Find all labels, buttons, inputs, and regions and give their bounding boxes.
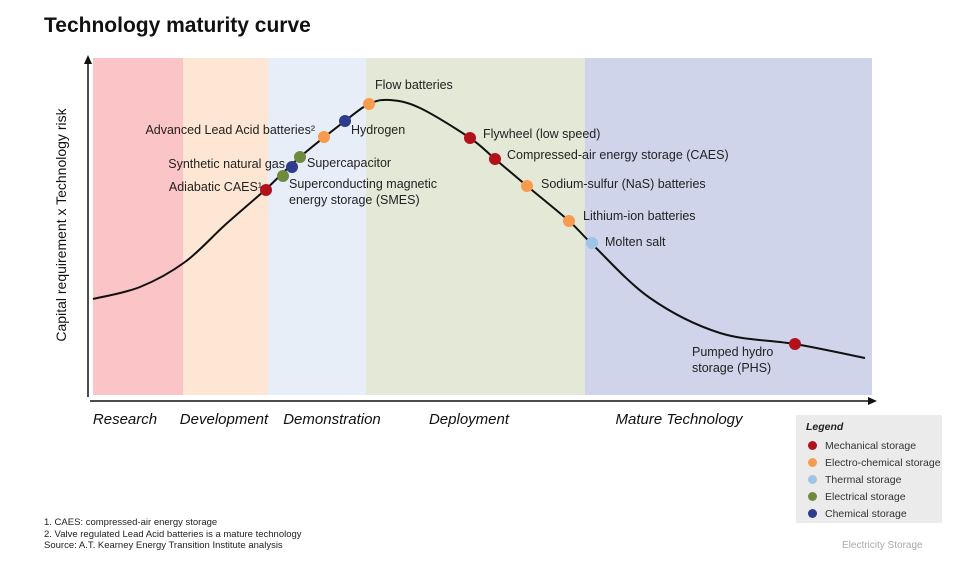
legend-item: Electrical storage — [796, 488, 942, 505]
stage-band-3 — [366, 58, 585, 395]
tech-label-line2: storage (PHS) — [692, 361, 771, 375]
legend-title: Legend — [806, 421, 844, 433]
tech-label: Flow batteries — [375, 78, 453, 92]
legend-label: Electro-chemical storage — [825, 456, 941, 469]
maturity-curve — [92, 98, 866, 359]
tech-label: Pumped hydro — [692, 345, 773, 359]
tech-dot-electrochemical — [363, 98, 375, 110]
stage-label: Development — [180, 411, 269, 428]
legend: Legend Mechanical storage Electro-chemica… — [796, 415, 942, 523]
stage-label: Mature Technology — [615, 411, 744, 428]
tech-dot-electrochemical — [318, 131, 330, 143]
x-axis-arrow-icon — [868, 397, 877, 405]
tech-label: Advanced Lead Acid batteries² — [145, 123, 315, 137]
legend-dot-icon — [808, 441, 817, 450]
legend-label: Chemical storage — [825, 507, 907, 520]
tech-dot-electrical — [277, 170, 289, 182]
tech-dot-thermal — [586, 237, 598, 249]
legend-label: Electrical storage — [825, 490, 906, 503]
tech-label: Synthetic natural gas — [168, 157, 285, 171]
tech-label: Molten salt — [605, 235, 666, 249]
stage-label: Demonstration — [283, 411, 381, 428]
footer-label: Electricity Storage — [842, 540, 923, 551]
footnote-2: 2. Valve regulated Lead Acid batteries i… — [44, 528, 302, 540]
tech-dot-mechanical — [464, 132, 476, 144]
legend-dot-icon — [808, 475, 817, 484]
tech-dot-mechanical — [489, 153, 501, 165]
legend-item: Thermal storage — [796, 471, 942, 488]
tech-label: Hydrogen — [351, 123, 405, 137]
source-note: Source: A.T. Kearney Energy Transition I… — [44, 540, 283, 551]
legend-item: Chemical storage — [796, 505, 942, 522]
tech-dot-chemical — [339, 115, 351, 127]
tech-dot-electrical — [294, 151, 306, 163]
page-title: Technology maturity curve — [44, 14, 311, 37]
legend-item: Mechanical storage — [796, 437, 942, 454]
tech-dot-electrochemical — [521, 180, 533, 192]
stage-band-4 — [585, 58, 872, 395]
legend-label: Thermal storage — [825, 473, 902, 486]
tech-dot-electrochemical — [563, 215, 575, 227]
footnote-1: 1. CAES: compressed-air energy storage — [44, 517, 218, 528]
tech-dot-mechanical — [260, 184, 272, 196]
legend-dot-icon — [808, 509, 817, 518]
stage-band-1 — [183, 58, 268, 395]
footnotes: 1. CAES: compressed-air energy storage 2… — [44, 517, 302, 552]
y-axis-label: Capital requirement x Technology risk — [53, 107, 69, 341]
tech-label: Supercapacitor — [307, 156, 391, 170]
y-axis-arrow-icon — [84, 55, 92, 64]
stage-label: Deployment — [429, 411, 510, 428]
tech-dot-mechanical — [789, 338, 801, 350]
tech-label: Superconducting magnetic — [289, 177, 437, 191]
legend-dot-icon — [808, 492, 817, 501]
legend-dot-icon — [808, 458, 817, 467]
tech-dot-chemical — [286, 161, 298, 173]
tech-label: Flywheel (low speed) — [483, 127, 600, 141]
stage-band-2 — [268, 58, 366, 395]
stage-label: Research — [93, 411, 157, 428]
tech-label: Adiabatic CAES¹ — [169, 180, 262, 194]
tech-label-line2: energy storage (SMES) — [289, 193, 420, 207]
legend-item: Electro-chemical storage — [796, 454, 942, 471]
tech-label: Compressed-air energy storage (CAES) — [507, 148, 729, 162]
legend-label: Mechanical storage — [825, 439, 917, 452]
tech-label: Lithium-ion batteries — [583, 209, 696, 223]
stage-band-0 — [93, 58, 183, 395]
tech-label: Sodium-sulfur (NaS) batteries — [541, 177, 706, 191]
